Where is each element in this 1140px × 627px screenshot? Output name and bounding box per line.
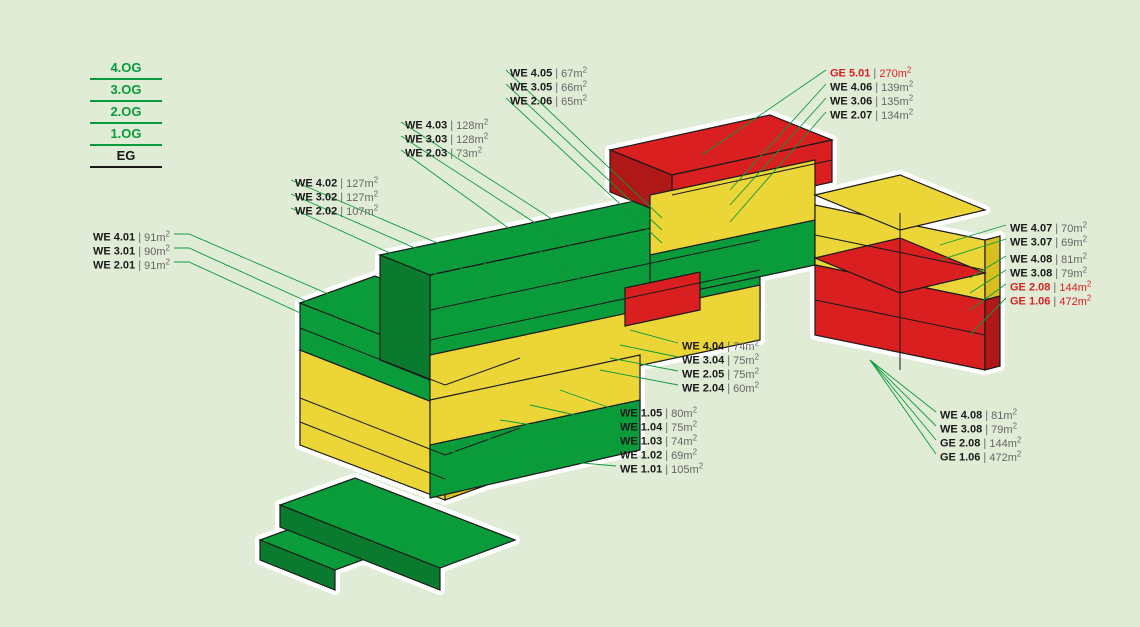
unit-label: WE 3.07 | 69m2 <box>1010 232 1087 250</box>
unit-label: WE 2.02 | 107m2 <box>295 201 378 219</box>
unit-label: WE 2.06 | 65m2 <box>510 91 587 109</box>
building-face <box>380 255 430 380</box>
unit-label: WE 1.01 | 105m2 <box>620 459 703 477</box>
unit-label: WE 2.03 | 73m2 <box>405 143 482 161</box>
leader-line <box>870 360 936 454</box>
unit-label: WE 2.07 | 134m2 <box>830 105 913 123</box>
leader-line <box>870 360 936 412</box>
unit-label: GE 1.06 | 472m2 <box>1010 291 1091 309</box>
leader-line <box>870 360 936 426</box>
unit-label: WE 2.04 | 60m2 <box>682 378 759 396</box>
unit-label: WE 2.01 | 91m2 <box>93 255 170 273</box>
leader-line <box>870 360 936 440</box>
unit-label: GE 1.06 | 472m2 <box>940 447 1021 465</box>
